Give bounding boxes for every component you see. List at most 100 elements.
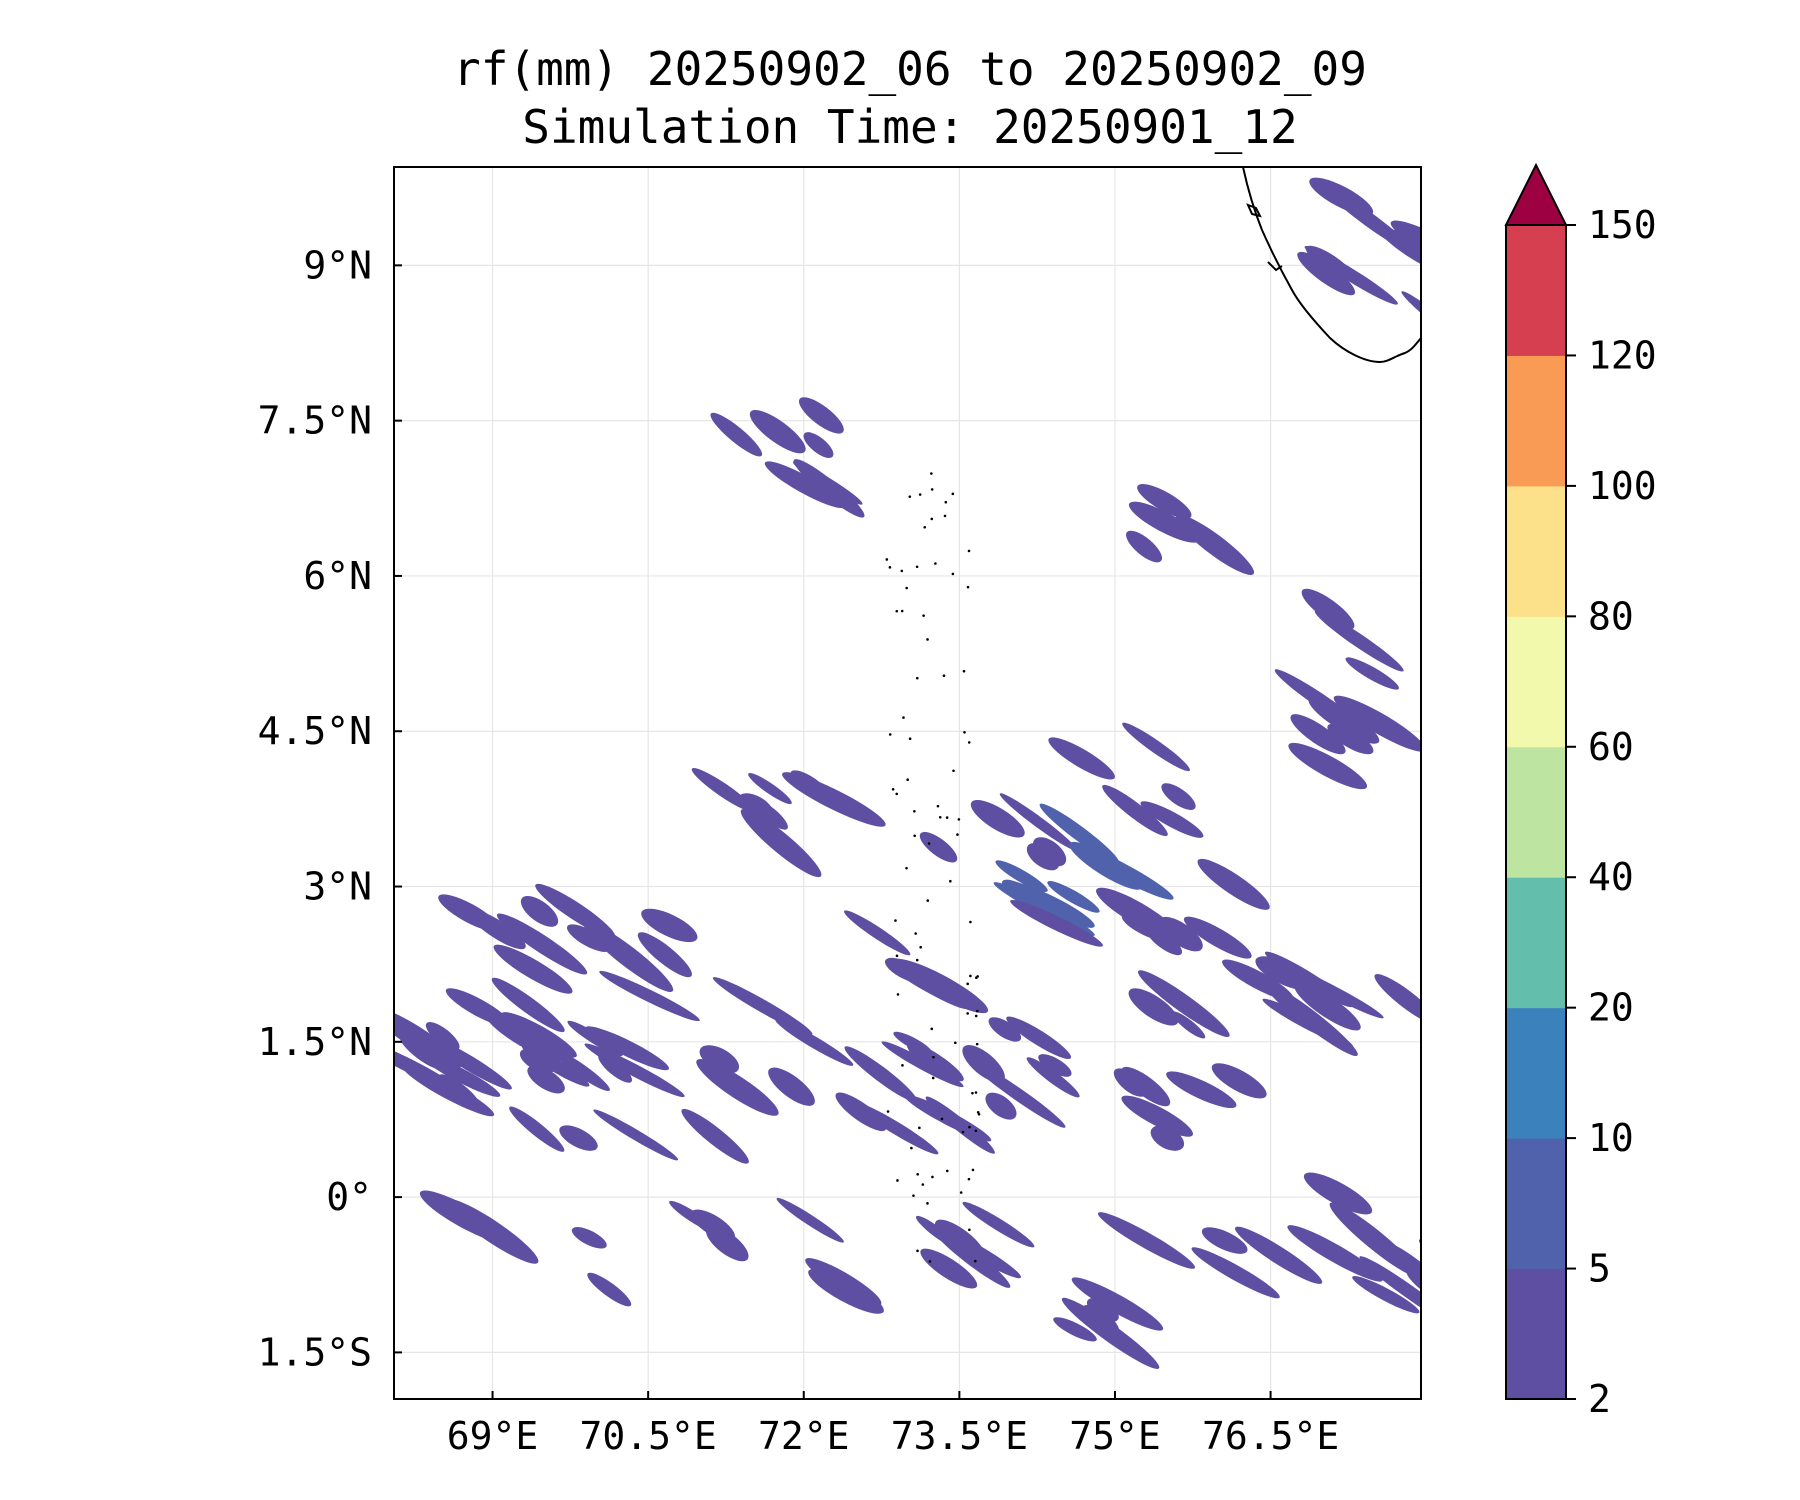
colorbar-segment (1506, 1138, 1566, 1270)
island-dot (951, 572, 955, 576)
island-dot (921, 1183, 925, 1186)
island-dot (894, 919, 897, 922)
x-tick-label: 70.5°E (580, 1414, 717, 1458)
coastline (1242, 167, 1421, 364)
island-dot (900, 609, 904, 613)
rain-contour (844, 910, 911, 956)
island-dot (934, 562, 937, 565)
island-dot (967, 741, 971, 744)
rain-contour (908, 1042, 964, 1082)
island-dot (908, 737, 912, 740)
rain-contour (1086, 1297, 1119, 1322)
rain-contour (1333, 695, 1421, 752)
rain-contour (1082, 1304, 1120, 1335)
rain-contour (970, 800, 1025, 838)
island-dot (901, 1064, 904, 1067)
rain-contour (935, 1219, 986, 1261)
colorbar-tick-label: 40 (1588, 855, 1634, 899)
island-dot (930, 517, 934, 521)
island-dot (922, 614, 925, 617)
rain-contour (1053, 1317, 1097, 1342)
island-dot (886, 1110, 890, 1113)
chart-title-line-1: rf(mm) 20250902_06 to 20250902_09 (453, 42, 1367, 96)
rain-contour (920, 1248, 978, 1289)
rain-contour (853, 1101, 939, 1155)
rain-contour (587, 1272, 632, 1307)
island-dot (896, 1179, 899, 1182)
island-dot (966, 1012, 969, 1015)
colorbar-tick-label: 80 (1588, 594, 1634, 638)
colorbar-segment (1506, 877, 1566, 1009)
rain-contour (1390, 220, 1421, 266)
rain-contour (423, 1035, 512, 1090)
rain-contour (740, 808, 822, 878)
rain-contour (1290, 714, 1346, 755)
rain-contour (890, 965, 967, 1009)
rain-contour (1137, 484, 1192, 519)
rain-contour (1140, 801, 1204, 838)
island-dot (962, 669, 966, 673)
island-dot (971, 1091, 974, 1095)
rain-contour (1191, 1247, 1280, 1299)
rain-contour (1345, 657, 1399, 690)
island-dot (928, 1260, 932, 1263)
island-dot (931, 1076, 935, 1080)
rain-contour (1359, 1256, 1421, 1327)
colorbar-tick-label: 10 (1588, 1116, 1634, 1160)
island-dot (966, 982, 969, 986)
rain-contour (1274, 669, 1373, 737)
rain-contour (919, 831, 958, 863)
rain-contour (988, 1017, 1022, 1042)
rain-contour (1122, 722, 1190, 772)
island-dot (940, 1117, 944, 1121)
island-dot (918, 1126, 921, 1130)
rain-contour (1010, 899, 1103, 947)
colorbar-tick-label: 2 (1588, 1377, 1611, 1421)
colorbar-tick-label: 120 (1588, 333, 1657, 377)
island-dot (895, 954, 899, 958)
island-dot (931, 1175, 934, 1179)
rain-contour (1150, 1125, 1185, 1151)
y-tick-label: 3°N (303, 865, 372, 909)
rain-contour (1171, 1011, 1206, 1039)
colorbar-segment (1506, 355, 1566, 487)
rain-contour (496, 913, 588, 975)
island-dot (974, 1129, 978, 1133)
island-dot (926, 638, 929, 641)
y-tick-label: 1.5°S (258, 1330, 372, 1374)
rain-contour-core (1047, 881, 1100, 913)
rain-contour (764, 461, 845, 509)
rain-contour-core (995, 860, 1048, 893)
island-dot (963, 730, 966, 734)
rain-contour (1287, 1225, 1383, 1282)
rain-contour (712, 977, 813, 1035)
rain-contour (1387, 232, 1421, 291)
rain-contour (1071, 843, 1174, 900)
rain-contour (559, 1125, 598, 1151)
island-dot (943, 514, 947, 518)
colorbar-frame (1505, 224, 1567, 1400)
coast-detail (1246, 203, 1283, 272)
rain-contour (710, 412, 763, 457)
colorbar-tick-label: 60 (1588, 725, 1634, 769)
rain-contour (1282, 964, 1384, 1019)
island-dot (977, 1112, 981, 1116)
island-dot (895, 792, 899, 796)
rain-contour (1097, 1212, 1196, 1269)
island-dot (973, 1259, 977, 1263)
island-dot (930, 1027, 934, 1031)
rain-contour (1126, 530, 1163, 563)
island-dot (926, 1202, 929, 1205)
colorbar-segment (1506, 616, 1566, 748)
island-dot (945, 1169, 949, 1173)
x-tick-label: 73.5°E (891, 1414, 1028, 1458)
island-dot (969, 974, 972, 978)
rain-contour (893, 958, 989, 1014)
rain-contour (585, 1026, 669, 1071)
island-dot (961, 1130, 965, 1134)
y-axis-ticks: 9°N 7.5°N 6°N 4.5°N 3°N 1.5°N 0° 1.5°S (258, 243, 402, 1374)
rain-contour (753, 800, 788, 830)
y-tick-label: 1.5°N (258, 1020, 372, 1064)
island-dot (976, 1110, 980, 1114)
island-dot (930, 488, 934, 491)
